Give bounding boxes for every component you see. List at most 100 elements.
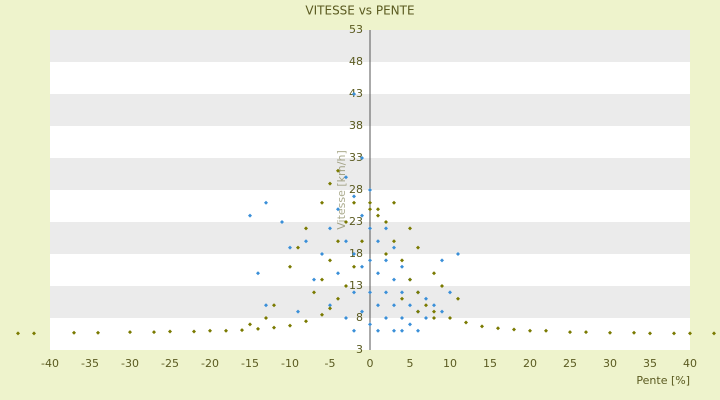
point (584, 330, 588, 335)
point (32, 331, 36, 336)
point (456, 252, 460, 256)
point (376, 328, 380, 333)
point (368, 226, 372, 231)
x-tick-label: 15 (483, 357, 497, 370)
point (368, 188, 372, 192)
point (312, 277, 316, 282)
point (248, 322, 252, 327)
point (320, 277, 324, 282)
point (464, 320, 468, 325)
x-tick-label: -15 (241, 357, 259, 370)
point (368, 200, 372, 205)
point (344, 220, 348, 224)
point (368, 258, 372, 263)
point (304, 239, 308, 244)
point (296, 245, 300, 250)
point (400, 258, 404, 263)
point (448, 316, 452, 320)
point (320, 312, 324, 317)
point (544, 328, 548, 333)
point (96, 330, 100, 335)
point (328, 258, 332, 263)
y-tick-label: 18 (349, 247, 363, 260)
point (432, 271, 436, 276)
point (416, 290, 420, 295)
y-tick-label: 28 (349, 183, 363, 196)
point (128, 330, 132, 335)
point (432, 303, 436, 308)
point (328, 306, 332, 311)
point (272, 325, 276, 330)
point (424, 316, 428, 320)
point (400, 290, 404, 295)
x-tick-label: 30 (603, 357, 617, 370)
point (16, 331, 20, 336)
point (72, 330, 76, 335)
y-tick-label: 33 (349, 151, 363, 164)
point (256, 271, 260, 276)
point (408, 303, 412, 308)
point (256, 326, 260, 331)
point (368, 207, 372, 212)
x-tick-label: 0 (367, 357, 374, 370)
point (408, 322, 412, 327)
x-axis-label: Pente [%] (636, 374, 690, 387)
point (448, 290, 452, 295)
point (360, 264, 364, 269)
x-tick-label: 40 (683, 357, 697, 370)
y-tick-label: 43 (349, 87, 363, 100)
y-tick-label: 13 (349, 279, 363, 292)
point (368, 290, 372, 295)
y-tick-label: 48 (349, 55, 363, 68)
point (248, 213, 252, 218)
point (392, 200, 396, 205)
point (352, 252, 356, 256)
point (376, 271, 380, 276)
point (288, 245, 292, 250)
point (280, 220, 284, 224)
point (288, 264, 292, 269)
chart-title: VITESSE vs PENTE (305, 4, 414, 18)
point (376, 303, 380, 308)
point (336, 239, 340, 244)
point (296, 309, 300, 314)
point (408, 226, 412, 231)
point (328, 181, 332, 186)
point (440, 309, 444, 314)
point (376, 239, 380, 244)
point (376, 213, 380, 218)
point (408, 277, 412, 282)
x-tick-label: 10 (443, 357, 457, 370)
point (416, 309, 420, 314)
point (336, 168, 340, 173)
x-tick-label: -40 (41, 357, 59, 370)
point (688, 331, 692, 336)
point (712, 331, 716, 336)
point (312, 290, 316, 295)
point (288, 323, 292, 328)
point (336, 296, 340, 301)
point (432, 309, 436, 314)
point (352, 194, 356, 199)
y-tick-label: 3 (356, 343, 363, 356)
x-tick-label: 35 (643, 357, 657, 370)
point (224, 328, 228, 333)
point (264, 303, 268, 308)
x-tick-label: -10 (281, 357, 299, 370)
x-tick-label: 5 (407, 357, 414, 370)
point (376, 207, 380, 212)
point (336, 271, 340, 276)
point (192, 329, 196, 334)
point (392, 277, 396, 282)
point (632, 330, 636, 335)
point (440, 258, 444, 263)
point (416, 328, 420, 333)
point (368, 322, 372, 327)
point (208, 328, 212, 333)
point (392, 245, 396, 250)
point (384, 252, 388, 256)
point (328, 303, 332, 308)
point (672, 331, 676, 336)
point (360, 309, 364, 314)
point (424, 303, 428, 308)
